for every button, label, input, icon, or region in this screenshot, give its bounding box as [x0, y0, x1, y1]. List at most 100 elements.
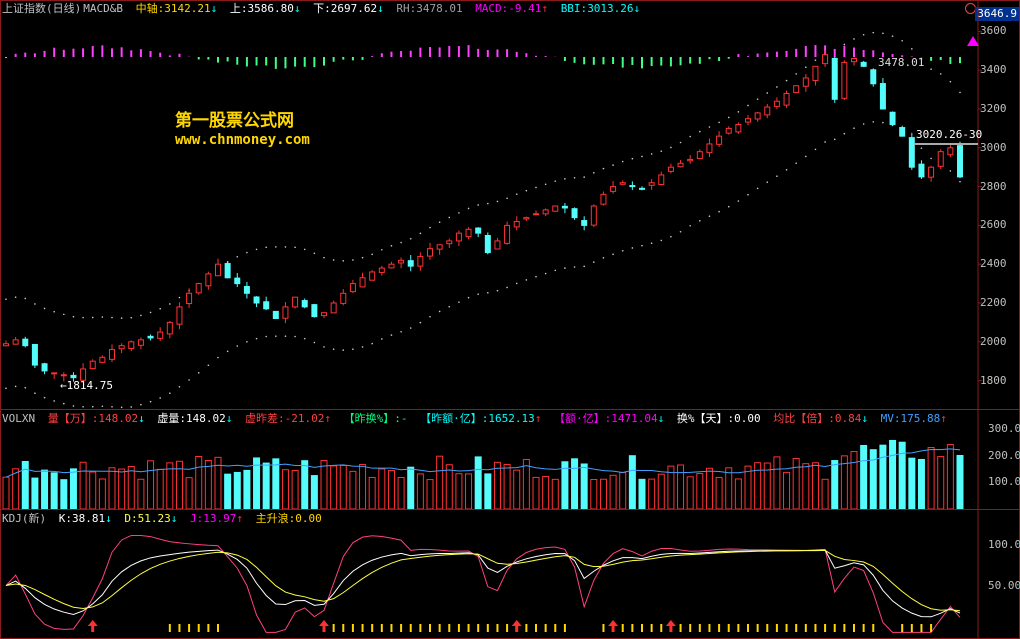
volume-bar	[879, 444, 887, 510]
vol-group: 量【万】:148.02↓	[48, 412, 145, 425]
signal-tick	[197, 624, 200, 632]
upper-band-dot	[689, 135, 691, 138]
price-tick-label: 2600	[980, 218, 1007, 232]
volume-bar	[2, 476, 10, 510]
lower-band-dot	[477, 293, 479, 295]
k-value: 38.81	[72, 512, 106, 525]
volume-bar	[686, 476, 694, 510]
signal-tick	[795, 624, 798, 632]
candle-body	[436, 244, 443, 250]
down-arrow-icon: ↓	[377, 2, 384, 15]
volume-bar	[359, 464, 367, 510]
upper-band-dot	[795, 73, 797, 75]
down-arrow-icon: ↓	[138, 412, 145, 425]
candle-body	[706, 143, 713, 154]
candle-body	[831, 57, 838, 100]
signal-tick	[824, 624, 827, 632]
mv-value: 175.88	[900, 412, 941, 425]
upper-band: 上:3586.80↓	[230, 2, 301, 15]
volume-bar	[493, 461, 501, 510]
signal-tick	[650, 624, 653, 632]
lower-band-dot	[458, 301, 460, 303]
candle-body	[41, 363, 48, 372]
upper-band-dot	[939, 73, 942, 75]
volume-bar	[301, 460, 309, 510]
lower-band-dot	[496, 289, 499, 292]
signal-tick	[872, 624, 875, 632]
volume-bar	[677, 464, 685, 510]
k-line	[5, 549, 961, 618]
volume-bar	[628, 455, 636, 510]
candle-body	[658, 174, 665, 185]
candle-body	[908, 137, 915, 168]
zhs-value: -	[400, 412, 408, 425]
lower-band-dot	[959, 180, 961, 183]
candle-body	[639, 187, 645, 190]
signal-tick	[814, 624, 817, 632]
volume-bar	[667, 465, 675, 510]
candle-body	[619, 182, 626, 185]
upper-band-dot	[525, 189, 528, 192]
volume-bar	[204, 459, 212, 510]
volume-bar	[590, 478, 598, 510]
volume-bar	[619, 472, 627, 510]
lower-band-dot	[689, 224, 691, 227]
volume-bar	[368, 476, 376, 510]
lower-band-dot	[323, 346, 325, 348]
volume-chart[interactable]	[0, 409, 1020, 510]
lower-band-dot	[342, 349, 345, 351]
xu-label: 虚量:	[157, 412, 186, 425]
candle-body	[369, 271, 376, 281]
upper-band-dot	[140, 314, 142, 317]
kdj-chart[interactable]	[0, 509, 1020, 639]
signal-tick	[400, 624, 403, 632]
lower-band-dot	[361, 346, 364, 348]
lower-band-dot	[467, 296, 470, 299]
low-annotation: ←1814.75	[60, 379, 113, 392]
buy-arrow-icon	[511, 620, 522, 626]
lower-band-dot	[670, 235, 672, 238]
price-chart[interactable]	[0, 0, 1020, 410]
lower-band-dot	[756, 187, 759, 190]
upper-band-dot	[901, 39, 903, 42]
watermark-url: www.chnmoney.com	[175, 132, 310, 148]
upper-band-dot	[120, 317, 123, 319]
lower-band-dot	[660, 239, 663, 242]
volume-tick-label: 200.0	[988, 448, 1020, 462]
lower-band-dot	[805, 155, 807, 158]
price-tick-label: 1800	[980, 373, 1007, 387]
candle-body	[870, 69, 877, 85]
upper-band-dot	[246, 251, 248, 254]
candle-body	[851, 58, 857, 63]
lower-band-dot	[621, 249, 624, 252]
volume-bar	[648, 478, 656, 510]
lower-band-dot	[34, 392, 36, 395]
volume-bar	[378, 468, 386, 510]
candle-body	[272, 310, 279, 320]
upper-band-dot	[679, 141, 682, 144]
volume-bar	[821, 478, 829, 510]
volume-bar	[725, 467, 733, 510]
zhs-group: 【昨换%】:-	[344, 412, 408, 425]
candle-body	[696, 151, 703, 160]
buy-arrow-stem	[611, 626, 615, 632]
candle-body	[648, 182, 655, 186]
candle-body	[263, 301, 270, 310]
lower-band-dot	[14, 385, 17, 388]
lower-band-dot	[188, 379, 190, 381]
down-arrow-icon: ↓	[105, 512, 112, 525]
up-arrow-icon: ↑	[541, 2, 549, 15]
signal-tick	[843, 624, 846, 632]
k-label: K:	[58, 512, 72, 525]
up-label: 上:	[229, 2, 248, 15]
down-arrow-icon: ↓	[210, 2, 218, 15]
upper-band-dot	[487, 202, 489, 205]
upper-band-dot	[467, 207, 470, 210]
upper-band-dot	[506, 197, 508, 200]
candle-body	[205, 273, 212, 287]
upper-band-dot	[737, 111, 740, 113]
volume-bar	[522, 458, 530, 510]
upper-band-dot	[352, 259, 354, 261]
candle-body	[475, 227, 482, 234]
macd-value: -9.41	[508, 2, 542, 15]
